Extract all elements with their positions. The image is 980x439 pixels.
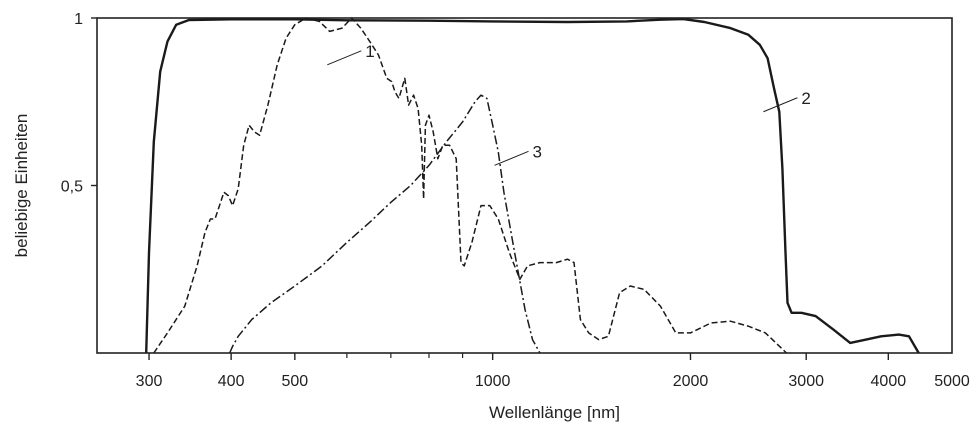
x-axis: 300 400 500 1000 2000 3000 4000 5000 — [136, 353, 970, 390]
x-tick-label: 2000 — [673, 373, 709, 390]
y-tick-label: 0,5 — [61, 179, 83, 196]
series-line-2 — [145, 17, 920, 354]
x-tick-label: 4000 — [871, 373, 907, 390]
x-tick-label: 1000 — [475, 373, 511, 390]
x-tick-label: 3000 — [788, 373, 824, 390]
series-label-leader — [327, 50, 362, 66]
x-tick-label: 5000 — [934, 373, 970, 390]
plot-frame — [96, 17, 953, 354]
y-tick-label: 1 — [74, 11, 83, 28]
series-label-leader — [494, 150, 529, 166]
series-label-leader — [763, 97, 798, 113]
series-line-1 — [153, 17, 788, 354]
series-line-3 — [229, 94, 541, 354]
x-tick-label: 500 — [281, 373, 308, 390]
curve-labels: 1 2 3 — [327, 42, 811, 166]
y-axis: 0,51 — [61, 11, 97, 196]
x-axis-title: Wellenlänge [nm] — [489, 403, 620, 422]
x-tick-label: 400 — [218, 373, 245, 390]
series-label-3: 3 — [533, 142, 542, 161]
series-label-1: 1 — [365, 42, 374, 61]
y-axis-title: beliebige Einheiten — [12, 114, 31, 258]
x-tick-label: 300 — [136, 373, 163, 390]
series-layer — [145, 17, 920, 354]
series-label-2: 2 — [801, 89, 810, 108]
